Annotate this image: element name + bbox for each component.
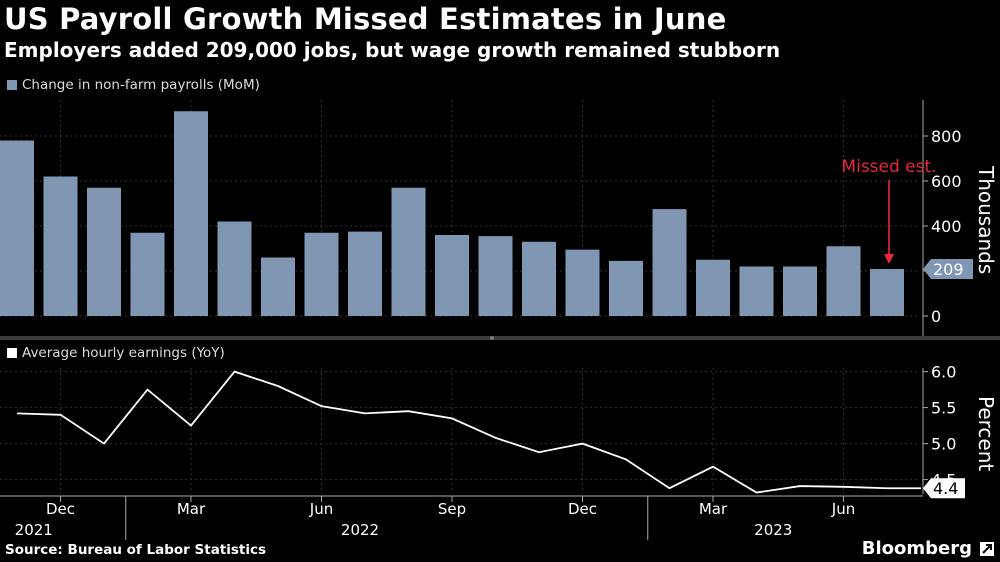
- bar-y-tick-label: 0: [931, 307, 941, 326]
- payroll-bar: [652, 209, 687, 316]
- line-last-value-box: [923, 478, 965, 499]
- payroll-bar: [696, 259, 730, 316]
- payroll-bar: [217, 221, 252, 316]
- payroll-bar: [87, 187, 121, 316]
- x-tick-label: Mar: [177, 500, 206, 518]
- legend-label-payrolls: Change in non-farm payrolls (MoM): [22, 77, 260, 93]
- annotation-arrow-head: [884, 254, 894, 264]
- payroll-bar: [870, 268, 904, 316]
- chart-subtitle: Employers added 209,000 jobs, but wage g…: [4, 38, 781, 62]
- x-tick-label: Dec: [46, 500, 75, 518]
- payroll-bar: [43, 176, 78, 316]
- legend-label-earnings: Average hourly earnings (YoY): [22, 345, 225, 361]
- payroll-bar: [478, 236, 513, 316]
- panel-divider-handle: [490, 336, 494, 340]
- payroll-bar: [261, 257, 295, 316]
- brand-arrow-icon: [980, 542, 994, 556]
- legend-swatch-bar: [7, 80, 17, 90]
- bar-y-axis-title: Thousands: [974, 165, 998, 274]
- legend-earnings: Average hourly earnings (YoY): [7, 345, 225, 361]
- payroll-bar: [739, 266, 774, 316]
- payroll-bar: [522, 241, 556, 316]
- source-note: Source: Bureau of Labor Statistics: [5, 542, 267, 558]
- line-y-tick-label: 5.5: [931, 399, 956, 418]
- bar-last-value-label: 209: [933, 260, 964, 279]
- line-y-tick-label: 5.0: [931, 435, 956, 454]
- chart-title: US Payroll Growth Missed Estimates in Ju…: [4, 2, 727, 36]
- legend-payrolls: Change in non-farm payrolls (MoM): [7, 77, 260, 93]
- bar-last-value-box: [923, 258, 973, 279]
- x-year-label: 2022: [341, 521, 379, 539]
- x-tick-label: Jun: [831, 500, 855, 518]
- brand-logo: Bloomberg: [861, 538, 972, 559]
- x-year-label: 2021: [15, 521, 53, 539]
- payroll-bar: [391, 187, 426, 316]
- payroll-bar: [348, 231, 382, 316]
- line-y-axis-title: Percent: [974, 396, 998, 471]
- line-last-value-label: 4.4: [933, 479, 958, 498]
- x-tick-label: Sep: [438, 500, 466, 518]
- x-tick-label: Mar: [699, 500, 728, 518]
- payroll-bar: [609, 260, 643, 316]
- annotation-missed-est: Missed est.: [841, 157, 936, 177]
- x-tick-label: Dec: [568, 500, 597, 518]
- payroll-bar: [783, 266, 817, 316]
- payroll-bar: [130, 232, 165, 316]
- x-tick-label: Jun: [309, 500, 333, 518]
- payroll-bar: [435, 235, 469, 316]
- payroll-bar: [174, 111, 208, 316]
- line-y-tick-label: 6.0: [931, 363, 956, 382]
- bar-y-tick-label: 800: [931, 127, 962, 146]
- payroll-bar: [304, 232, 339, 316]
- payroll-bar: [0, 140, 34, 316]
- payroll-bar: [565, 249, 600, 316]
- bar-y-tick-label: 600: [931, 172, 962, 191]
- payroll-bar: [826, 246, 861, 316]
- earnings-line: [16, 370, 921, 494]
- bar-y-tick-label: 400: [931, 217, 962, 236]
- x-year-label: 2023: [754, 521, 792, 539]
- legend-swatch-line: [7, 348, 17, 358]
